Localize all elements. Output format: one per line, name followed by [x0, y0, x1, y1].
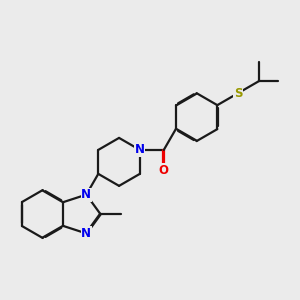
- Text: N: N: [81, 227, 91, 240]
- Text: O: O: [159, 164, 169, 177]
- Text: N: N: [135, 143, 145, 156]
- Text: N: N: [81, 188, 91, 201]
- Text: S: S: [234, 87, 242, 100]
